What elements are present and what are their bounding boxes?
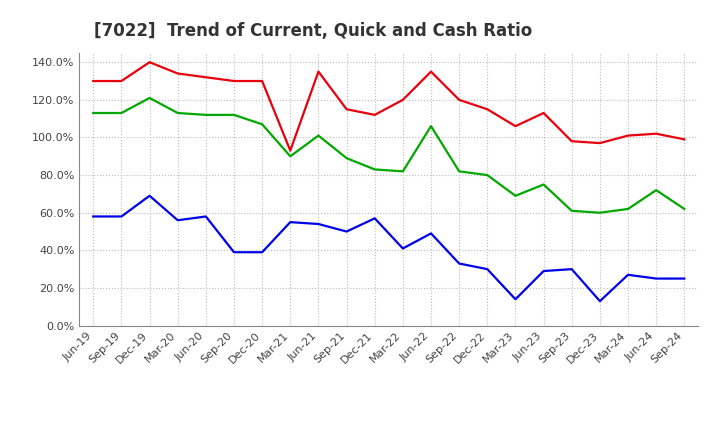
Quick Ratio [258, 121, 266, 127]
Cash Ratio [511, 297, 520, 302]
Line: Current Ratio: Current Ratio [94, 62, 684, 150]
Quick Ratio [370, 167, 379, 172]
Current Ratio [370, 112, 379, 117]
Current Ratio [455, 97, 464, 103]
Cash Ratio [539, 268, 548, 274]
Quick Ratio [652, 187, 660, 193]
Current Ratio [483, 106, 492, 112]
Cash Ratio [342, 229, 351, 234]
Cash Ratio [314, 221, 323, 227]
Current Ratio [89, 78, 98, 84]
Legend: Current Ratio, Quick Ratio, Cash Ratio: Current Ratio, Quick Ratio, Cash Ratio [178, 437, 600, 440]
Current Ratio [539, 110, 548, 116]
Quick Ratio [680, 206, 688, 212]
Quick Ratio [455, 169, 464, 174]
Cash Ratio [145, 193, 154, 198]
Current Ratio [427, 69, 436, 74]
Cash Ratio [483, 267, 492, 272]
Cash Ratio [399, 246, 408, 251]
Quick Ratio [567, 208, 576, 213]
Cash Ratio [595, 298, 604, 304]
Cash Ratio [455, 261, 464, 266]
Line: Quick Ratio: Quick Ratio [94, 98, 684, 213]
Current Ratio [286, 148, 294, 153]
Quick Ratio [342, 155, 351, 161]
Cash Ratio [174, 218, 182, 223]
Quick Ratio [483, 172, 492, 178]
Cash Ratio [680, 276, 688, 281]
Quick Ratio [427, 124, 436, 129]
Current Ratio [511, 124, 520, 129]
Cash Ratio [258, 249, 266, 255]
Text: [7022]  Trend of Current, Quick and Cash Ratio: [7022] Trend of Current, Quick and Cash … [94, 22, 532, 40]
Current Ratio [567, 139, 576, 144]
Cash Ratio [624, 272, 632, 278]
Cash Ratio [230, 249, 238, 255]
Current Ratio [145, 59, 154, 65]
Quick Ratio [145, 95, 154, 101]
Current Ratio [652, 131, 660, 136]
Current Ratio [314, 69, 323, 74]
Current Ratio [595, 140, 604, 146]
Quick Ratio [286, 154, 294, 159]
Cash Ratio [370, 216, 379, 221]
Current Ratio [399, 97, 408, 103]
Current Ratio [680, 137, 688, 142]
Quick Ratio [174, 110, 182, 116]
Line: Cash Ratio: Cash Ratio [94, 196, 684, 301]
Cash Ratio [286, 220, 294, 225]
Quick Ratio [230, 112, 238, 117]
Quick Ratio [202, 112, 210, 117]
Cash Ratio [117, 214, 126, 219]
Cash Ratio [652, 276, 660, 281]
Current Ratio [342, 106, 351, 112]
Current Ratio [117, 78, 126, 84]
Current Ratio [258, 78, 266, 84]
Quick Ratio [595, 210, 604, 215]
Cash Ratio [427, 231, 436, 236]
Cash Ratio [202, 214, 210, 219]
Current Ratio [202, 75, 210, 80]
Current Ratio [624, 133, 632, 138]
Quick Ratio [624, 206, 632, 212]
Quick Ratio [511, 193, 520, 198]
Cash Ratio [567, 267, 576, 272]
Cash Ratio [89, 214, 98, 219]
Quick Ratio [117, 110, 126, 116]
Quick Ratio [399, 169, 408, 174]
Current Ratio [230, 78, 238, 84]
Quick Ratio [89, 110, 98, 116]
Current Ratio [174, 71, 182, 76]
Quick Ratio [539, 182, 548, 187]
Quick Ratio [314, 133, 323, 138]
